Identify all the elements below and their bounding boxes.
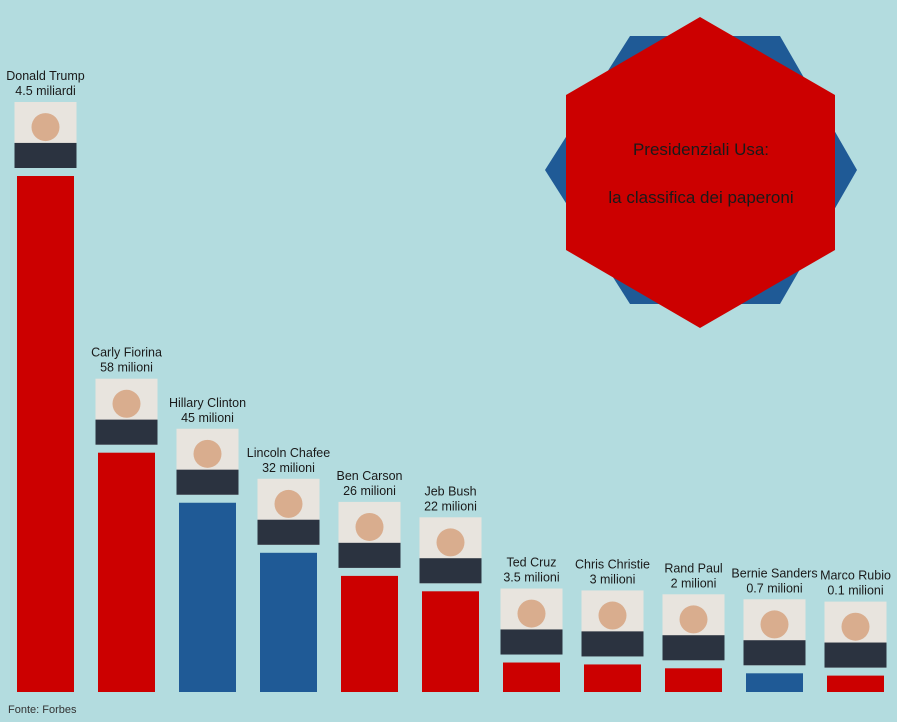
portrait-face [193,439,222,468]
candidate-wealth-hillary-clinton: 45 milioni [181,411,234,425]
portrait-hillary-clinton [176,428,239,495]
candidate-name-donald-trump: Donald Trump [6,69,85,83]
bar-ted-cruz [503,662,560,692]
candidate-name-rand-paul: Rand Paul [664,561,722,575]
candidate-name-carly-fiorina: Carly Fiorina [91,346,162,360]
portrait-marco-rubio [824,601,887,668]
candidate-name-chris-christie: Chris Christie [575,557,650,571]
portrait-carly-fiorina [95,378,158,445]
portrait-suit [338,542,401,568]
portrait-ted-cruz [500,588,563,655]
portrait-face [598,601,627,630]
portrait-suit [662,635,725,661]
bar-ben-carson [341,575,398,692]
portrait-suit [581,631,644,657]
candidate-wealth-rand-paul: 2 milioni [671,576,717,590]
portrait-face [436,528,465,557]
portrait-face [841,612,870,641]
portrait-suit [419,558,482,584]
portrait-face [274,489,303,518]
bar-bernie-sanders [746,673,803,692]
portrait-face [760,610,789,639]
source-note: Fonte: Forbes [8,704,77,716]
bar-chris-christie [584,664,641,692]
portrait-suit [95,419,158,445]
portrait-ben-carson [338,501,401,568]
bar-carly-fiorina [98,452,155,692]
candidate-wealth-ted-cruz: 3.5 milioni [503,571,559,585]
portrait-face [355,512,384,541]
candidate-wealth-carly-fiorina: 58 milioni [100,361,153,375]
candidate-wealth-jeb-bush: 22 milioni [424,499,477,513]
candidate-name-ted-cruz: Ted Cruz [506,556,556,570]
portrait-jeb-bush [419,517,482,584]
portrait-suit [176,469,239,495]
portrait-donald-trump [14,102,77,168]
bar-marco-rubio [827,675,884,692]
title-badge-red-hexagon [566,17,835,328]
portrait-suit [14,142,77,168]
portrait-suit [500,629,563,655]
portrait-suit [824,642,887,668]
portrait-lincoln-chafee [257,478,320,545]
candidate-wealth-lincoln-chafee: 32 milioni [262,461,315,475]
bar-jeb-bush [422,591,479,692]
bar-donald-trump [17,176,74,692]
portrait-face [31,113,60,142]
bar-rand-paul [665,668,722,692]
portrait-suit [743,640,806,666]
candidate-wealth-bernie-sanders: 0.7 milioni [746,581,802,595]
chart-title-line2: la classifica dei paperoni [608,188,793,207]
bar-hillary-clinton [179,502,236,692]
candidate-name-bernie-sanders: Bernie Sanders [731,566,817,580]
candidate-wealth-ben-carson: 26 milioni [343,484,396,498]
candidate-name-jeb-bush: Jeb Bush [424,484,476,498]
candidate-name-hillary-clinton: Hillary Clinton [169,396,246,410]
title-badge: Presidenziali Usa: la classifica dei pap… [545,17,857,328]
chart-title-line1: Presidenziali Usa: [633,140,769,159]
portrait-rand-paul [662,594,725,661]
bar-lincoln-chafee [260,552,317,692]
portrait-suit [257,519,320,545]
portrait-face [112,389,141,418]
portrait-chris-christie [581,590,644,657]
portrait-bernie-sanders [743,599,806,666]
candidate-name-ben-carson: Ben Carson [336,469,402,483]
candidate-name-lincoln-chafee: Lincoln Chafee [247,446,330,460]
portrait-face [517,599,546,628]
candidate-wealth-chris-christie: 3 milioni [590,572,636,586]
candidate-name-marco-rubio: Marco Rubio [820,569,891,583]
candidate-wealth-donald-trump: 4.5 miliardi [15,84,75,98]
candidate-wealth-marco-rubio: 0.1 milioni [827,584,883,598]
portrait-face [679,605,708,634]
